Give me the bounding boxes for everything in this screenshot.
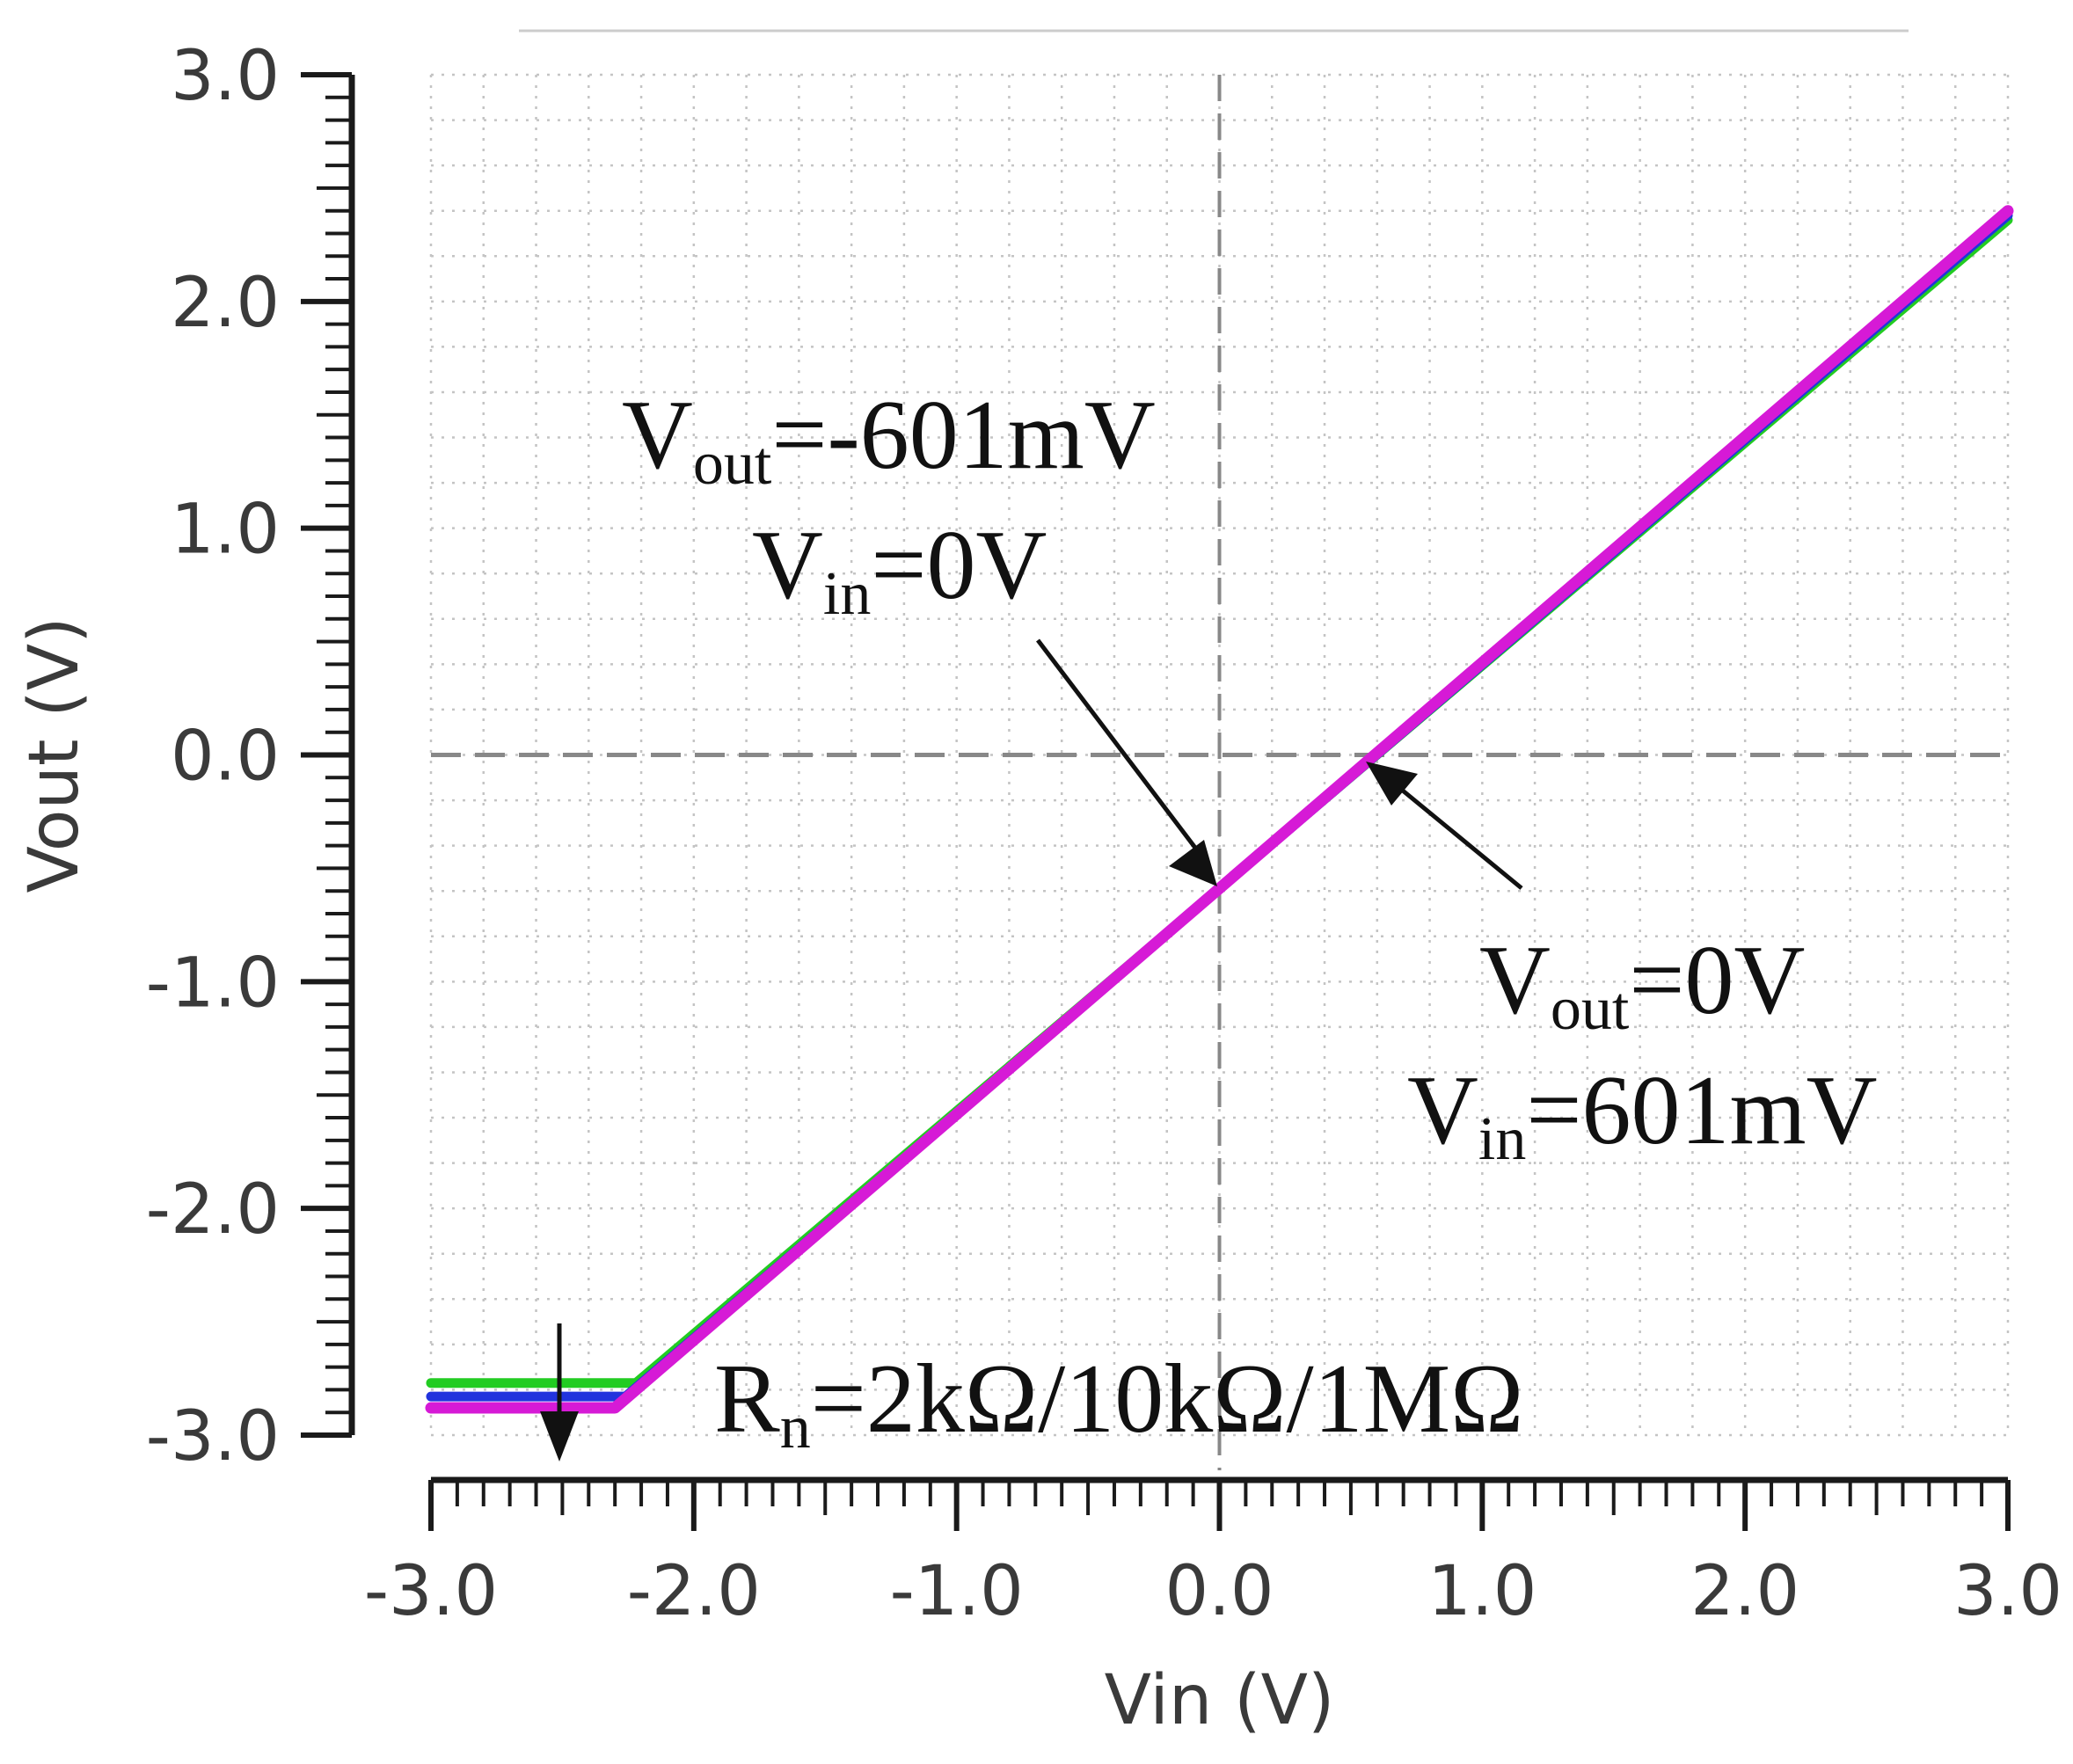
annotation-3-arrow	[540, 1323, 579, 1461]
annotation-2-line1: Vout=0V	[1479, 926, 1805, 1043]
annotation-2-arrow	[1366, 762, 1523, 890]
reference-lines	[431, 75, 2008, 1470]
annotations: Vout=-601mV Vin=0V Vout=0V Vin=601mV Rn=…	[540, 381, 1878, 1461]
y-tick-label: -2.0	[146, 1170, 280, 1250]
annotation-1-line2: Vin=0V	[752, 511, 1047, 628]
x-tick-label: -3.0	[364, 1552, 498, 1631]
annotation-1-arrow	[1036, 638, 1217, 886]
x-tick-label: 3.0	[1953, 1552, 2062, 1631]
y-tick-label: 2.0	[171, 264, 280, 343]
x-tick-label: 0.0	[1164, 1552, 1274, 1631]
annotation-2-line2: Vin=601mV	[1407, 1056, 1878, 1173]
axes: 3.0 2.0 1.0 0.0 -1.0 -2.0 -3.0 -3.0 -2.0 -1.0 0.0 1…	[15, 37, 2062, 1740]
x-tick-label: -1.0	[890, 1552, 1024, 1631]
x-tick-label: 1.0	[1427, 1552, 1537, 1631]
series-line-2	[425, 205, 2014, 1414]
annotation-3-label: Rn=2kΩ/10kΩ/1MΩ	[714, 1345, 1523, 1461]
y-tick-label: 3.0	[171, 37, 280, 116]
x-axis-title: Vin (V)	[1105, 1661, 1335, 1740]
annotation-1-line1: Vout=-601mV	[622, 381, 1156, 498]
y-tick-label: -1.0	[146, 944, 280, 1023]
x-tick-label: -2.0	[627, 1552, 761, 1631]
y-axis-title: Vout (V)	[15, 616, 94, 893]
y-tick-label: -3.0	[146, 1397, 280, 1476]
series-group	[425, 205, 2014, 1414]
y-tick-label: 1.0	[171, 491, 280, 570]
x-tick-label: 2.0	[1690, 1552, 1799, 1631]
y-tick-label: 0.0	[171, 718, 280, 797]
